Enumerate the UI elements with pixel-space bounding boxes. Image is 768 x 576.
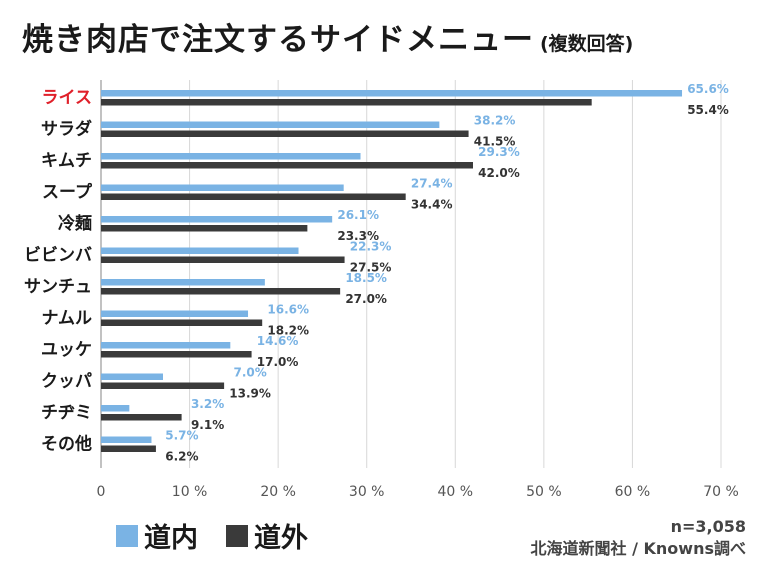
legend-item-inside: 道内: [116, 516, 198, 555]
x-tick-label: 0: [97, 484, 106, 500]
chart-title-text: 焼き肉店で注文するサイドメニュー: [22, 22, 534, 58]
x-tick-label: 10 %: [172, 484, 208, 500]
category-label: ビビンバ: [24, 246, 92, 266]
sample-size: n=3,058: [670, 517, 746, 536]
category-label: キムチ: [41, 151, 92, 171]
value-label-outside: 34.4%: [411, 198, 453, 212]
value-label-outside: 42.0%: [478, 166, 520, 180]
value-label-outside: 41.5%: [474, 135, 516, 149]
category-label: サラダ: [41, 119, 92, 140]
value-label-inside: 26.1%: [337, 208, 379, 222]
bar-outside: [101, 225, 308, 232]
bar-outside: [101, 162, 473, 169]
x-tick-label: 50 %: [526, 484, 562, 500]
legend-item-outside: 道外: [226, 516, 308, 555]
category-label: サンチュ: [24, 277, 92, 297]
bar-outside: [101, 288, 341, 295]
value-label-inside: 5.7%: [165, 429, 198, 443]
bar-outside: [101, 99, 592, 106]
bar-inside: [101, 436, 152, 443]
value-label-inside: 7.0%: [233, 366, 266, 380]
chart-legend: 道内 道外: [116, 516, 336, 555]
source-credit: 北海道新聞社 / Knowns調べ: [530, 539, 746, 558]
bar-outside: [101, 193, 406, 200]
value-label-outside: 13.9%: [229, 387, 271, 401]
category-label: チヂミ: [41, 403, 92, 423]
chart-title: 焼き肉店で注文するサイドメニュー (複数回答): [22, 14, 633, 59]
value-label-outside: 27.0%: [345, 292, 387, 306]
bar-outside: [101, 445, 156, 452]
bar-outside: [101, 256, 345, 263]
bar-inside: [101, 373, 163, 380]
value-label-outside: 17.0%: [257, 355, 299, 369]
bar-outside: [101, 351, 252, 358]
value-label-inside: 18.5%: [345, 271, 387, 285]
x-tick-label: 20 %: [260, 484, 296, 500]
value-label-outside: 9.1%: [191, 418, 224, 432]
value-label-outside: 18.2%: [267, 324, 309, 338]
x-tick-label: 70 %: [703, 484, 739, 500]
value-label-outside: 6.2%: [165, 450, 198, 464]
bar-outside: [101, 130, 469, 137]
category-label: ナムル: [42, 309, 93, 329]
bar-inside: [101, 247, 299, 254]
bar-outside: [101, 414, 182, 421]
value-label-outside: 27.5%: [350, 261, 392, 275]
legend-swatch-outside: [226, 524, 248, 547]
value-label-inside: 65.6%: [687, 82, 729, 96]
value-label-outside: 55.4%: [687, 103, 729, 117]
bar-inside: [101, 184, 344, 191]
bar-outside: [101, 319, 263, 326]
category-label: ユッケ: [41, 340, 92, 360]
value-label-outside: 23.3%: [337, 229, 379, 243]
category-label: クッパ: [41, 372, 92, 392]
value-label-inside: 22.3%: [350, 240, 392, 254]
bar-outside: [101, 382, 225, 389]
category-label: その他: [41, 434, 92, 455]
bar-inside: [101, 90, 683, 97]
bar-inside: [101, 216, 333, 223]
value-label-inside: 27.4%: [411, 177, 453, 191]
category-label: スープ: [42, 182, 93, 203]
bar-inside: [101, 153, 361, 160]
bar-inside: [101, 342, 231, 349]
value-label-inside: 3.2%: [191, 397, 224, 411]
x-tick-label: 40 %: [437, 484, 473, 500]
bar-inside: [101, 121, 440, 128]
value-label-inside: 16.6%: [267, 303, 309, 317]
x-tick-label: 30 %: [349, 484, 385, 500]
legend-label-inside: 道内: [144, 523, 198, 554]
chart-subtitle: (複数回答): [540, 33, 634, 55]
category-label: 冷麺: [58, 213, 92, 234]
value-label-inside: 14.6%: [257, 334, 299, 348]
bar-inside: [101, 310, 249, 317]
category-label: ライス: [42, 88, 93, 108]
bar-inside: [101, 279, 265, 286]
x-tick-label: 60 %: [615, 484, 651, 500]
bar-inside: [101, 405, 130, 412]
legend-label-outside: 道外: [254, 523, 308, 554]
chart-footnote: n=3,058 北海道新聞社 / Knowns調べ: [531, 516, 746, 560]
legend-swatch-inside: [116, 524, 138, 547]
value-label-inside: 38.2%: [474, 114, 516, 128]
value-label-inside: 29.3%: [478, 145, 520, 159]
